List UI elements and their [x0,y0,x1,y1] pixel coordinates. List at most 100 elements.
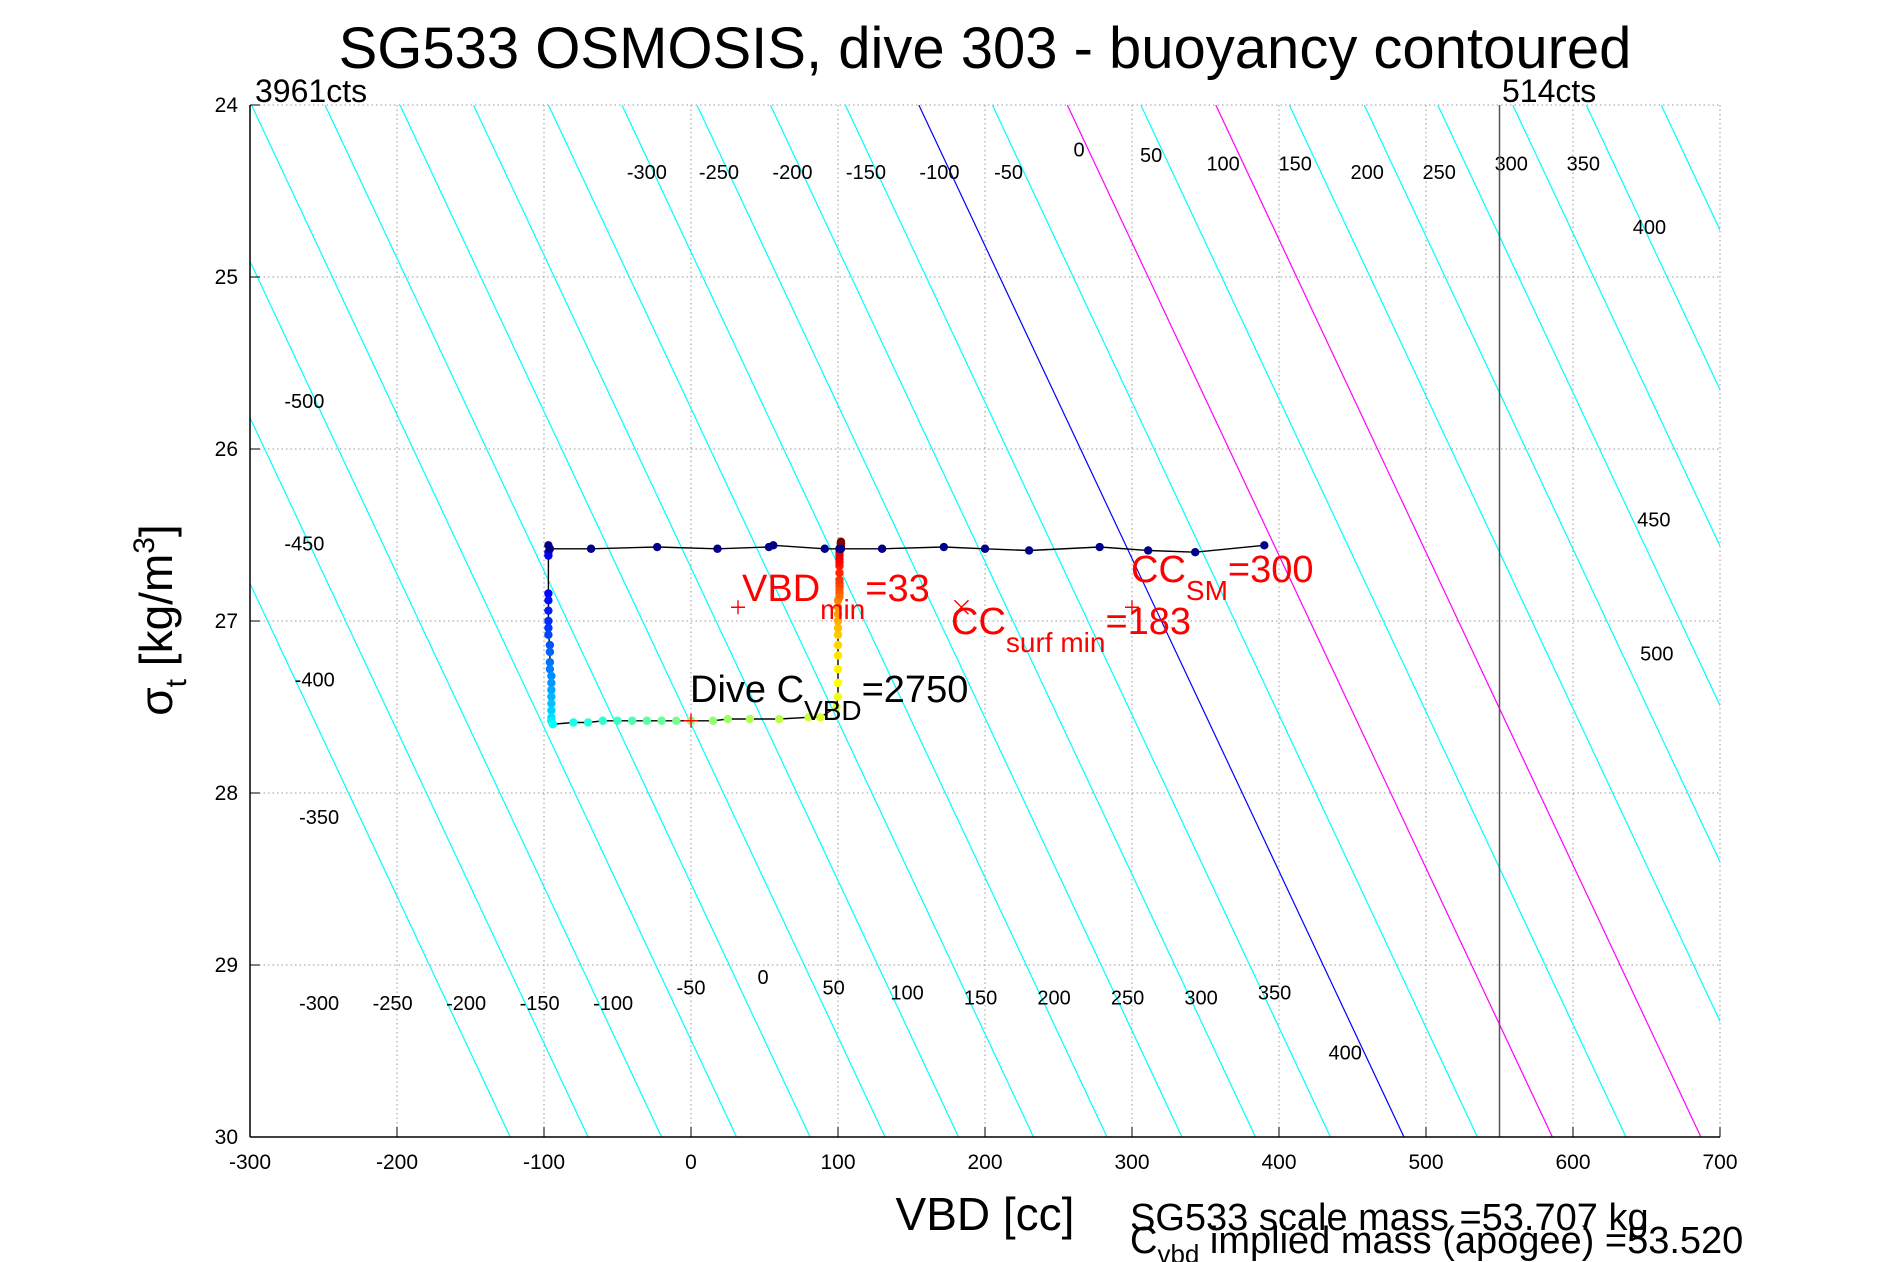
y-axis-title-base: σ [130,687,182,715]
dive-c-vbd-sub: VBD [804,695,862,726]
contour-label: 500 [1640,644,1673,666]
footer-cvbd-rest: implied mass (apogee) =53.520 [1199,1220,1743,1262]
y-tick-label: 29 [215,954,238,977]
dive_profile-point [657,716,666,725]
dive-c-vbd-base: Dive C [690,669,804,711]
x-tick-label: 400 [1261,1151,1296,1174]
contour-label: 50 [822,977,844,999]
dive_profile-point [835,568,844,578]
vbd-min-value: =33 [865,568,929,610]
dive_profile-point [836,537,846,547]
y-tick-label: 25 [215,266,238,289]
contour-label: 200 [1037,988,1070,1010]
contour-label: 150 [1278,153,1311,175]
x-tick-label: 300 [1114,1151,1149,1174]
contour-label: 100 [890,983,923,1005]
contour-labels: -300 -250 -200 -150 -100 -500 50 100 150 200 250 30… [284,140,1673,1065]
cc-surf-min-base: CC [951,601,1006,643]
dive_profile-point [833,603,843,612]
contour-line [250,582,511,1137]
contour-line [324,105,811,1137]
contour-label: 50 [1140,145,1162,167]
dive_profile-point [583,718,593,727]
climb_buoyancy-point [820,544,829,553]
x-tick-label: 600 [1555,1151,1590,1174]
dive_profile-point [547,678,556,688]
corner-label-right: 514cts [1502,73,1596,109]
dive_profile-point [723,714,732,724]
dive_profile-point [569,718,578,727]
contour-line [1215,105,1702,1137]
contour-line [472,105,960,1137]
climb_buoyancy-point [877,544,887,553]
cc-sm-value: =300 [1228,549,1314,591]
dive_profile-point [545,647,555,657]
contour-label: -350 [299,807,339,829]
dive_profile-point [833,630,843,639]
contour-label: 100 [1206,153,1239,175]
dive_profile-point [547,706,556,715]
contour-line [991,105,1478,1137]
y-axis-title-sub: t [160,678,193,687]
climb_buoyancy-point [586,544,596,553]
dive_profile-point [545,664,555,674]
contour-label: 0 [757,967,768,989]
dive_profile-point [833,678,843,688]
y-tick-label: 30 [215,1126,238,1149]
climb_buoyancy-point [713,544,722,553]
contour-label: 150 [964,988,997,1010]
dive_profile-point [833,651,843,660]
dive_profile-point [547,699,556,708]
climb_buoyancy-point [545,544,555,553]
footer-cvbd-base: C [1130,1220,1157,1262]
dive_profile-point [832,702,841,712]
dive_profile-point [833,640,843,650]
contour-line [696,105,1183,1137]
contour-line [621,105,1108,1137]
dive_profile-point [833,692,843,701]
contour-line [250,416,589,1137]
vbd-min-sub: min [820,594,865,625]
dive-c-vbd-value: =2750 [862,669,969,711]
contour-line [918,105,1405,1137]
contour-line [1585,105,1720,391]
x-tick-label: 200 [967,1151,1002,1174]
climb_buoyancy-point [769,541,778,550]
x-tick-label: 100 [820,1151,855,1174]
vbd-min-base: VBD [742,568,820,610]
dive_profile-point [544,606,553,615]
plus-marker [731,600,746,615]
dive_profile-point [544,630,553,639]
contour-label: 250 [1423,162,1456,184]
contour-label: 300 [1184,988,1217,1010]
dive_profile-point [547,685,556,694]
contour-line [1437,105,1720,707]
contour-label: 250 [1111,988,1144,1010]
y-axis-title-close: ] [130,524,182,537]
contour-label: -250 [699,162,739,184]
dive_profile-point [544,596,553,605]
contour-line [1140,105,1627,1137]
y-axis-title-sup: 3 [128,537,161,554]
x-tick-label: 700 [1702,1151,1737,1174]
contour-label: -250 [373,993,413,1015]
cc-surf-min-value: =183 [1105,601,1191,643]
climb_buoyancy-point [836,544,846,553]
dive_profile-point [833,616,843,626]
cc-sm-base: CC [1131,549,1186,591]
contour-label: 400 [1633,217,1666,239]
axis-ticks: -300 -200 -100 0 100 200 300 400 500 600 700242526… [215,94,1738,1174]
plus-marker [684,713,698,728]
contour-label: -500 [284,391,324,413]
footer-cvbd-sub: vbd [1157,1239,1199,1262]
dive_profile-point [642,716,652,725]
cc-sm-sub: SM [1186,575,1228,606]
dive_profile-point [548,720,558,729]
dive_profile-point [833,664,843,674]
contour-label: -100 [593,993,633,1015]
x-tick-label: -100 [523,1151,565,1174]
contour-label: -50 [994,162,1023,184]
contour-label: -200 [772,162,812,184]
contour-label: -400 [295,669,335,691]
